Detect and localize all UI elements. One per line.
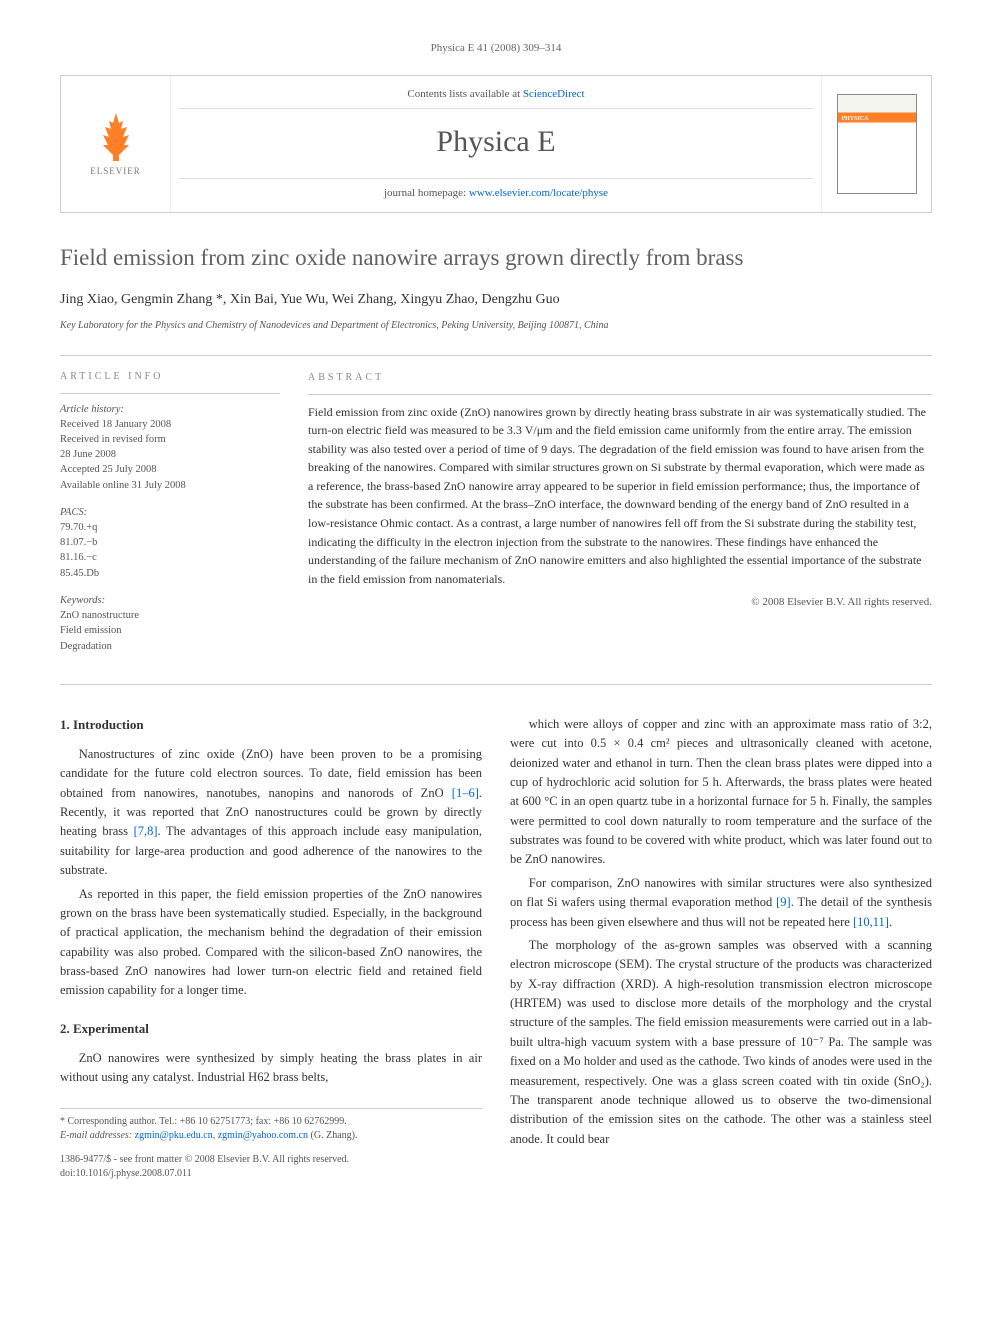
article-info-column: ARTICLE INFO Article history: Received 1… — [60, 370, 280, 666]
email-line: E-mail addresses: zgmin@pku.edu.cn, zgmi… — [60, 1129, 482, 1143]
abstract-text: Field emission from zinc oxide (ZnO) nan… — [308, 394, 932, 589]
history-line: Received in revised form — [60, 434, 166, 445]
pacs-block: PACS: 79.70.+q 81.07.−b 81.16.−c 85.45.D… — [60, 505, 280, 581]
publisher-logo-cell: ELSEVIER — [61, 76, 171, 212]
homepage-prefix: journal homepage: — [384, 187, 469, 199]
body-paragraph: As reported in this paper, the field emi… — [60, 885, 482, 1001]
pacs-code: 79.70.+q — [60, 522, 97, 533]
elsevier-tree-icon — [89, 109, 143, 163]
sciencedirect-link[interactable]: ScienceDirect — [523, 88, 585, 100]
section-introduction: 1. Introduction Nanostructures of zinc o… — [60, 715, 482, 1001]
pacs-code: 81.16.−c — [60, 552, 97, 563]
abstract-column: ABSTRACT Field emission from zinc oxide … — [308, 370, 932, 666]
email-link[interactable]: zgmin@pku.edu.cn — [135, 1130, 213, 1141]
authors-line: Jing Xiao, Gengmin Zhang *, Xin Bai, Yue… — [60, 289, 932, 310]
corresponding-author-note: * Corresponding author. Tel.: +86 10 627… — [60, 1115, 482, 1129]
article-info-heading: ARTICLE INFO — [60, 370, 280, 385]
info-abstract-row: ARTICLE INFO Article history: Received 1… — [60, 355, 932, 685]
homepage-line: journal homepage: www.elsevier.com/locat… — [179, 178, 813, 202]
cover-thumbnail-cell: PHYSICA — [821, 76, 931, 212]
pacs-code: 81.07.−b — [60, 537, 97, 548]
body-paragraph: Nanostructures of zinc oxide (ZnO) have … — [60, 745, 482, 881]
issn-line: 1386-9477/$ - see front matter © 2008 El… — [60, 1153, 482, 1167]
citation-line: Physica E 41 (2008) 309–314 — [60, 40, 932, 57]
citation-link[interactable]: [10,11] — [853, 915, 889, 929]
elsevier-logo: ELSEVIER — [86, 109, 146, 179]
history-line: 28 June 2008 — [60, 449, 116, 460]
abstract-copyright: © 2008 Elsevier B.V. All rights reserved… — [308, 594, 932, 611]
cover-label: PHYSICA — [842, 115, 869, 124]
journal-cover-thumbnail: PHYSICA — [837, 94, 917, 194]
keywords-block: Keywords: ZnO nanostructure Field emissi… — [60, 593, 280, 654]
history-line: Received 18 January 2008 — [60, 419, 171, 430]
history-line: Available online 31 July 2008 — [60, 480, 186, 491]
homepage-link[interactable]: www.elsevier.com/locate/physe — [469, 187, 608, 199]
header-center: Contents lists available at ScienceDirec… — [171, 76, 821, 212]
article-title: Field emission from zinc oxide nanowire … — [60, 241, 932, 276]
text-run: Nanostructures of zinc oxide (ZnO) have … — [60, 747, 482, 800]
keywords-label: Keywords: — [60, 595, 105, 606]
article-history-block: Article history: Received 18 January 200… — [60, 393, 280, 493]
email-tail: (G. Zhang). — [308, 1130, 357, 1141]
keyword: ZnO nanostructure — [60, 610, 139, 621]
contents-prefix: Contents lists available at — [407, 88, 522, 100]
history-line: Accepted 25 July 2008 — [60, 464, 157, 475]
body-paragraph: ZnO nanowires were synthesized by simply… — [60, 1049, 482, 1088]
body-paragraph: For comparison, ZnO nanowires with simil… — [510, 874, 932, 932]
body-paragraph: which were alloys of copper and zinc wit… — [510, 715, 932, 870]
pacs-label: PACS: — [60, 507, 87, 518]
publisher-brand-text: ELSEVIER — [90, 165, 141, 179]
abstract-heading: ABSTRACT — [308, 370, 932, 386]
email-link[interactable]: zgmin@yahoo.com.cn — [218, 1130, 308, 1141]
section-heading: 2. Experimental — [60, 1019, 482, 1039]
citation-link[interactable]: [7,8] — [134, 824, 158, 838]
journal-title: Physica E — [179, 119, 813, 164]
journal-header-box: ELSEVIER Contents lists available at Sci… — [60, 75, 932, 213]
citation-link[interactable]: [9] — [776, 895, 791, 909]
email-label: E-mail addresses: — [60, 1130, 135, 1141]
footnotes-block: * Corresponding author. Tel.: +86 10 627… — [60, 1108, 482, 1181]
contents-line: Contents lists available at ScienceDirec… — [179, 86, 813, 110]
keyword: Field emission — [60, 625, 122, 636]
keyword: Degradation — [60, 641, 112, 652]
history-label: Article history: — [60, 404, 124, 415]
section-experimental: 2. Experimental ZnO nanowires were synth… — [60, 1019, 482, 1088]
citation-link[interactable]: [1–6] — [452, 786, 479, 800]
body-paragraph: The morphology of the as-grown samples w… — [510, 936, 932, 1149]
doi-line: doi:10.1016/j.physe.2008.07.011 — [60, 1167, 482, 1181]
affiliation-line: Key Laboratory for the Physics and Chemi… — [60, 318, 932, 333]
text-run: . — [889, 915, 892, 929]
section-heading: 1. Introduction — [60, 715, 482, 735]
body-text-columns: 1. Introduction Nanostructures of zinc o… — [60, 715, 932, 1181]
pacs-code: 85.45.Db — [60, 568, 99, 579]
